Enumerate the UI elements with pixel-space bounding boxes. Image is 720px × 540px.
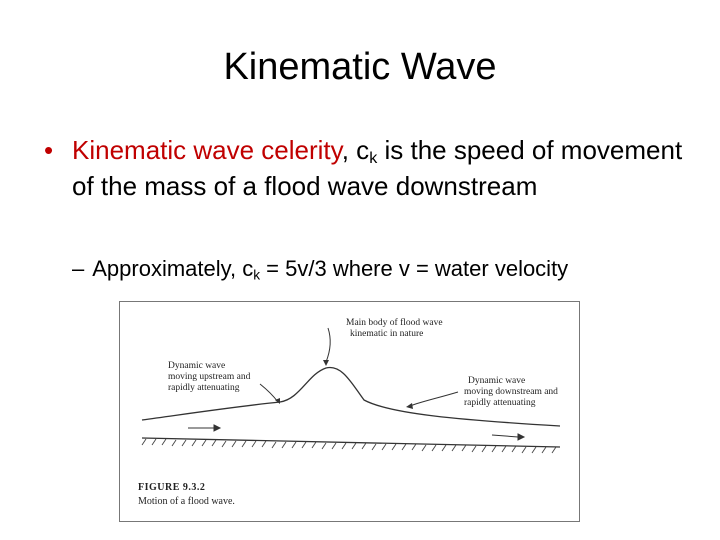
flood-wave-figure: Main body of flood wave kinematic in nat… — [119, 301, 580, 522]
bullet-text-part: , c — [341, 135, 370, 165]
label-line: moving upstream and — [168, 372, 251, 382]
label-line: rapidly attenuating — [168, 383, 240, 393]
figure-caption-text: Motion of a flood wave. — [138, 496, 235, 507]
flow-arrows — [188, 424, 526, 441]
bullet-text-rest: is the speed of movement of the mass of … — [72, 135, 683, 201]
channel-bed-line — [141, 437, 561, 448]
label-line: moving downstream and — [464, 387, 558, 397]
subscript-k: k — [253, 267, 261, 283]
leader-arrowheads — [275, 360, 413, 409]
sub-bullet-marker: – — [72, 256, 85, 281]
label-dynamic-upstream: Dynamic wave moving upstream and rapidly… — [168, 361, 250, 394]
label-line: Main body of flood wave — [346, 318, 443, 328]
bullet-text: Kinematic wave celerity, ck is the speed… — [72, 132, 684, 204]
label-line: Dynamic wave — [168, 361, 226, 371]
bed-hatching — [141, 438, 557, 454]
sub-bullet-approximation: – Approximately, ck = 5v/3 where v = wate… — [72, 252, 692, 286]
sub-bullet-rest: = 5v/3 where v = water velocity — [260, 256, 569, 281]
label-line: kinematic in nature — [350, 329, 424, 339]
figure-caption-title: FIGURE 9.3.2 — [138, 482, 206, 493]
sub-bullet-prefix: Approximately, c — [92, 256, 254, 281]
label-main-body: Main body of flood wave kinematic in nat… — [346, 318, 443, 340]
water-surface-line — [141, 366, 561, 427]
subscript-k: k — [369, 149, 378, 168]
flood-wave-drawing — [141, 327, 561, 454]
highlighted-term: Kinematic wave celerity — [72, 135, 342, 165]
label-line: Dynamic wave — [468, 376, 526, 386]
bullet-kinematic-celerity: • Kinematic wave celerity, ck is the spe… — [44, 132, 684, 204]
label-dynamic-downstream: Dynamic wave moving downstream and rapid… — [464, 376, 558, 409]
slide-title: Kinematic Wave — [223, 46, 497, 88]
bullet-marker: • — [44, 135, 54, 165]
label-line: rapidly attenuating — [464, 398, 536, 408]
